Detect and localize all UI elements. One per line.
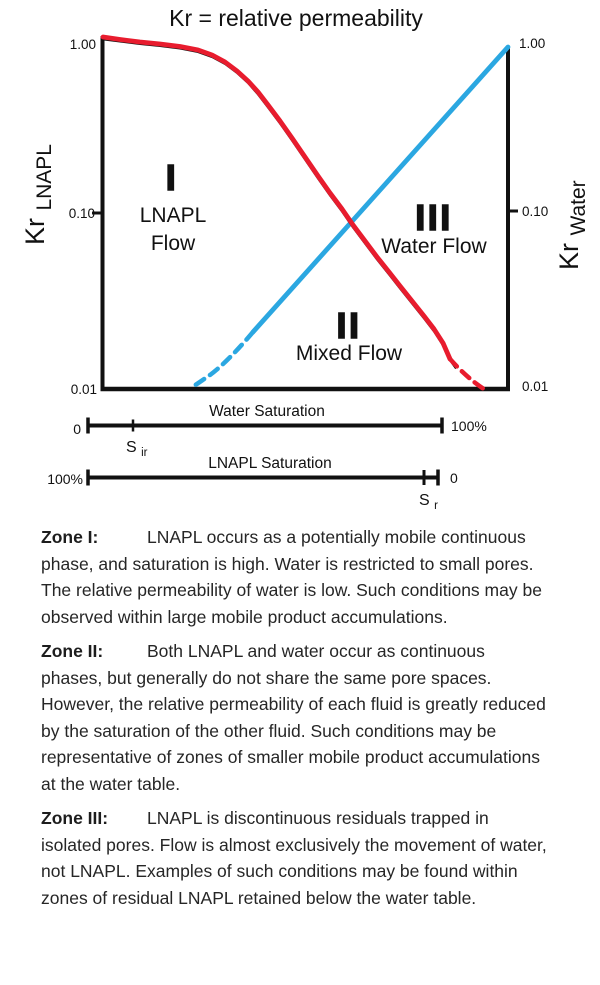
water-saturation-axis: Water Saturation 0 100% S ir — [73, 403, 487, 459]
sr-marker-sub: r — [434, 500, 438, 512]
right-axis-title-sub: Water — [567, 180, 590, 235]
zone-2-label: Mixed Flow — [296, 342, 403, 365]
sir-marker-main: S — [126, 439, 137, 456]
zone-1-label-line1: LNAPL — [140, 204, 207, 227]
lnapl-saturation-left-value: 100% — [47, 471, 83, 487]
zone-1-label-line2: Flow — [151, 232, 196, 255]
lnapl-curve-dashed — [447, 356, 486, 391]
zone-3-paragraph-text: LNAPL is discontinuous residuals trapped… — [41, 808, 547, 908]
left-axis-title-main: Kr — [20, 218, 50, 245]
relative-permeability-figure: Kr = relative permeability 1.00 0.10 0.0… — [20, 5, 590, 512]
water-saturation-left-value: 0 — [73, 421, 81, 437]
zone-1-paragraph-text: LNAPL occurs as a potentially mobile con… — [41, 527, 542, 627]
zone-3-numeral: III — [415, 197, 453, 238]
sir-marker-label: S ir — [126, 439, 148, 459]
left-tick-mid: 0.10 — [69, 206, 95, 221]
left-tick-top: 1.00 — [70, 37, 96, 52]
left-axis-title: Kr LNAPL — [20, 144, 56, 245]
lnapl-curve-solid — [100, 34, 453, 362]
zone-descriptions: Zone I: LNAPL occurs as a potentially mob… — [41, 524, 551, 919]
zone-1-paragraph-label: Zone I: — [41, 527, 99, 547]
zone-1-paragraph: Zone I: LNAPL occurs as a potentially mob… — [41, 524, 551, 630]
lnapl-saturation-title: LNAPL Saturation — [208, 455, 332, 472]
figure-title: Kr = relative permeability — [169, 5, 423, 31]
zone-2-paragraph-label: Zone II: — [41, 641, 104, 661]
right-axis-title-main: Kr — [554, 243, 584, 270]
zone-2-numeral: II — [336, 305, 361, 346]
zone-2-paragraph: Zone II: Both LNAPL and water occur as co… — [41, 638, 551, 797]
left-axis-title-sub: LNAPL — [33, 144, 56, 211]
right-tick-mid: 0.10 — [522, 204, 548, 219]
zone-3-label: Water Flow — [381, 235, 487, 258]
zone-2-paragraph-text: Both LNAPL and water occur as continuous… — [41, 641, 546, 794]
water-curve-dashed — [187, 329, 256, 391]
zone-1-numeral: I — [166, 157, 179, 198]
sr-marker-label: S r — [419, 492, 438, 512]
lnapl-saturation-right-value: 0 — [450, 470, 458, 486]
water-saturation-right-value: 100% — [451, 418, 487, 434]
right-axis-title: Kr Water — [554, 180, 590, 270]
water-saturation-title: Water Saturation — [209, 403, 325, 420]
zone-3-paragraph-label: Zone III: — [41, 808, 109, 828]
lnapl-saturation-axis: LNAPL Saturation 100% 0 S r — [47, 455, 458, 512]
water-curve-solid — [250, 44, 511, 335]
right-tick-top: 1.00 — [519, 36, 545, 51]
zone-3-paragraph: Zone III: LNAPL is discontinuous residual… — [41, 805, 551, 911]
left-tick-bottom: 0.01 — [71, 382, 97, 397]
sr-marker-main: S — [419, 492, 430, 509]
right-tick-bottom: 0.01 — [522, 379, 548, 394]
sir-marker-sub: ir — [141, 447, 148, 459]
